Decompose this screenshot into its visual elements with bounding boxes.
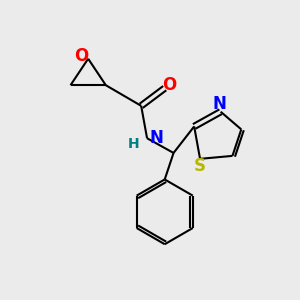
Text: O: O <box>162 76 176 94</box>
Text: N: N <box>212 95 226 113</box>
Text: H: H <box>128 136 140 151</box>
Text: S: S <box>194 157 206 175</box>
Text: O: O <box>75 47 89 65</box>
Text: N: N <box>149 129 163 147</box>
